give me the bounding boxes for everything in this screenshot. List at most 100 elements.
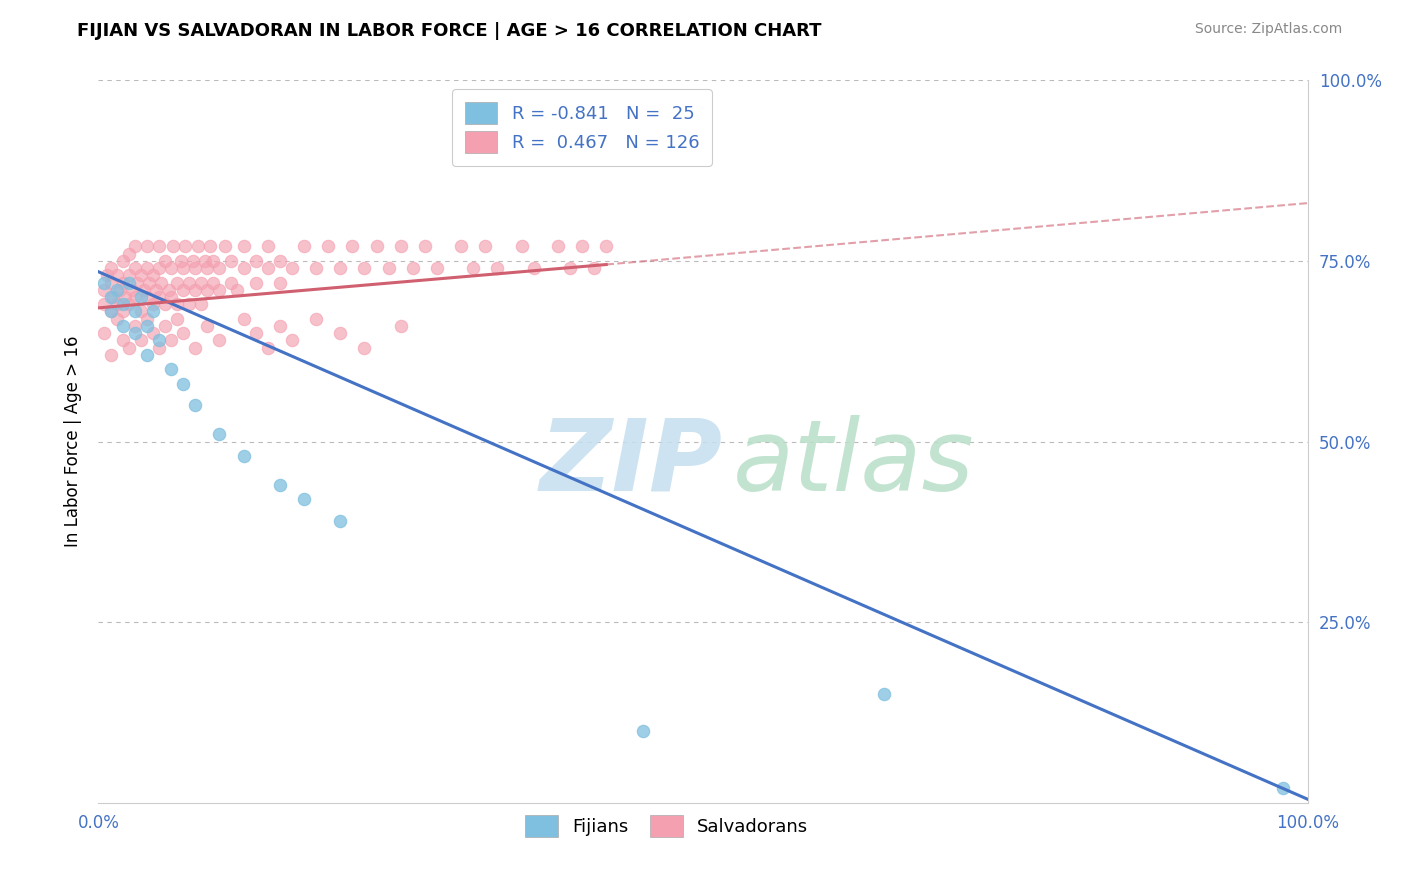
Point <box>100 261 122 276</box>
Point <box>208 261 231 276</box>
Point <box>129 290 152 304</box>
Point <box>329 326 352 340</box>
Point <box>329 261 352 276</box>
Point <box>194 253 217 268</box>
Point <box>195 283 218 297</box>
Point <box>111 297 134 311</box>
Point <box>145 283 167 297</box>
Point <box>101 290 124 304</box>
Point <box>150 276 173 290</box>
Point <box>510 239 533 253</box>
Point <box>93 276 115 290</box>
Text: atlas: atlas <box>734 415 974 512</box>
Point <box>172 326 194 340</box>
Point <box>108 283 131 297</box>
Point <box>873 687 896 701</box>
Point <box>269 318 291 333</box>
Point <box>486 261 509 276</box>
Text: Source: ZipAtlas.com: Source: ZipAtlas.com <box>1195 22 1343 37</box>
Point <box>134 283 156 297</box>
Point <box>245 326 267 340</box>
Point <box>269 478 291 492</box>
Point <box>232 261 254 276</box>
Point <box>166 276 188 290</box>
Point <box>153 297 176 311</box>
Point <box>450 239 472 253</box>
Point <box>160 334 183 348</box>
Point <box>329 514 352 528</box>
Point <box>292 239 315 253</box>
Point <box>105 311 128 326</box>
Point <box>523 261 546 276</box>
Point <box>166 311 188 326</box>
Point <box>111 318 134 333</box>
Point <box>214 239 236 253</box>
Point <box>208 427 231 442</box>
Point <box>547 239 569 253</box>
Point <box>121 283 143 297</box>
Point <box>571 239 593 253</box>
Point <box>93 283 115 297</box>
Point <box>208 283 231 297</box>
Point <box>124 261 146 276</box>
Point <box>281 261 304 276</box>
Point <box>245 276 267 290</box>
Point <box>198 239 221 253</box>
Point <box>184 283 207 297</box>
Point <box>100 304 122 318</box>
Point <box>1272 781 1295 796</box>
Point <box>366 239 388 253</box>
Point <box>135 318 157 333</box>
Point <box>124 326 146 340</box>
Point <box>202 253 225 268</box>
Point <box>118 297 141 311</box>
Point <box>426 261 449 276</box>
Point <box>160 290 183 304</box>
Point <box>232 239 254 253</box>
Point <box>162 239 184 253</box>
Point <box>172 261 194 276</box>
Point <box>181 253 204 268</box>
Point <box>202 276 225 290</box>
Point <box>142 297 165 311</box>
Point <box>100 290 122 304</box>
Point <box>595 239 617 253</box>
Point <box>93 326 115 340</box>
Point <box>153 318 176 333</box>
Point <box>114 290 136 304</box>
Y-axis label: In Labor Force | Age > 16: In Labor Force | Age > 16 <box>63 335 82 548</box>
Point <box>305 311 328 326</box>
Point <box>195 318 218 333</box>
Point <box>190 297 212 311</box>
Legend: Fijians, Salvadorans: Fijians, Salvadorans <box>517 808 815 845</box>
Point <box>316 239 339 253</box>
Point <box>292 492 315 507</box>
Point <box>377 261 399 276</box>
Point <box>118 246 141 260</box>
Point <box>148 261 170 276</box>
Point <box>389 239 412 253</box>
Point <box>353 341 375 355</box>
Point <box>124 304 146 318</box>
Point <box>305 261 328 276</box>
Point <box>474 239 496 253</box>
Point <box>105 297 128 311</box>
Text: FIJIAN VS SALVADORAN IN LABOR FORCE | AGE > 16 CORRELATION CHART: FIJIAN VS SALVADORAN IN LABOR FORCE | AG… <box>77 22 823 40</box>
Point <box>111 334 134 348</box>
Point <box>105 283 128 297</box>
Point <box>169 253 191 268</box>
Point <box>221 253 243 268</box>
Point <box>135 239 157 253</box>
Point <box>166 297 188 311</box>
Point <box>174 239 197 253</box>
Point <box>353 261 375 276</box>
Point <box>129 304 152 318</box>
Point <box>124 318 146 333</box>
Point <box>226 283 249 297</box>
Point <box>148 290 170 304</box>
Point <box>127 276 149 290</box>
Point <box>463 261 485 276</box>
Point <box>179 297 201 311</box>
Point <box>96 268 118 283</box>
Point <box>172 283 194 297</box>
